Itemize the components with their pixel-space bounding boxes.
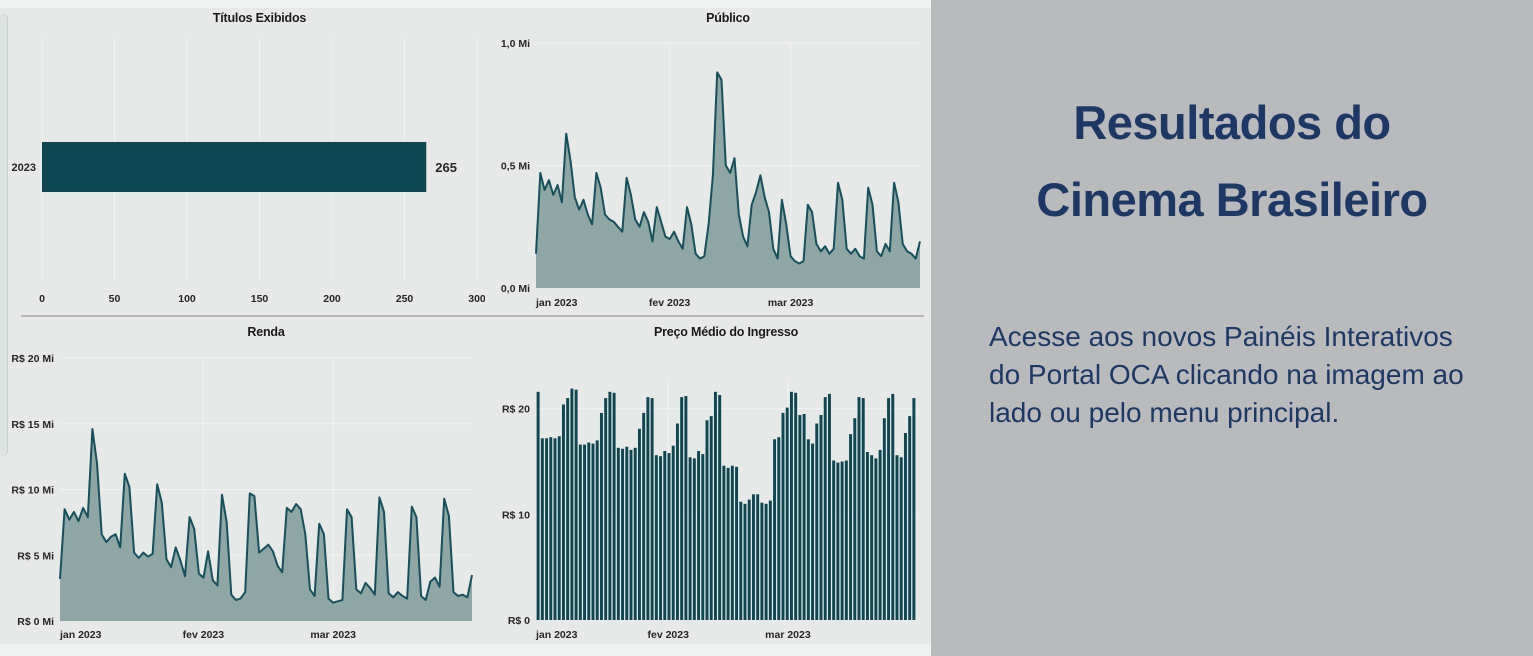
svg-text:R$ 10 Mi: R$ 10 Mi [11, 485, 54, 497]
chart-title-publico: Público [706, 11, 750, 25]
panel-body-text: Acesse aos novos Painéis Interativos do … [931, 238, 1533, 432]
chart-title-titulos: Títulos Exibidos [212, 11, 307, 25]
left-card-edge [0, 14, 8, 456]
dashboard-top-strip [0, 0, 931, 8]
svg-text:R$ 5 Mi: R$ 5 Mi [17, 550, 54, 562]
titulos-exibidos-bar-chart: 265 2023 0 50 100 150 200 250 300 [12, 38, 485, 305]
svg-text:fev 2023: fev 2023 [648, 629, 690, 641]
svg-text:100: 100 [178, 293, 196, 305]
svg-text:R$ 20: R$ 20 [502, 404, 530, 416]
svg-text:R$ 0 Mi: R$ 0 Mi [17, 616, 54, 628]
dashboard-bottom-strip [0, 644, 931, 656]
panel-title-line2: Cinema Brasileiro [1036, 173, 1428, 226]
svg-text:1,0 Mi: 1,0 Mi [501, 38, 530, 50]
panel-body-line3: lado ou pelo menu principal. [989, 397, 1340, 428]
preco-medio-bar-chart: R$ 0 R$ 10 R$ 20 jan 2023 fev 2023 mar 2023 [502, 377, 916, 641]
renda-area-chart: R$ 0 Mi R$ 5 Mi R$ 10 Mi R$ 15 Mi R$ 20 Mi ja… [11, 353, 473, 641]
svg-text:R$ 20 Mi: R$ 20 Mi [11, 353, 54, 365]
svg-text:fev 2023: fev 2023 [183, 629, 225, 641]
svg-text:mar 2023: mar 2023 [768, 297, 814, 309]
side-panel: Resultados do Cinema Brasileiro Acesse a… [931, 0, 1533, 656]
svg-text:R$ 0: R$ 0 [508, 615, 530, 627]
svg-text:fev 2023: fev 2023 [649, 297, 691, 309]
dashboard-image-link[interactable]: Títulos Exibidos 265 2023 0 50 100 150 200 250 3… [0, 0, 931, 656]
svg-text:R$ 15 Mi: R$ 15 Mi [11, 419, 54, 431]
svg-text:mar 2023: mar 2023 [310, 629, 356, 641]
panel-title: Resultados do Cinema Brasileiro [931, 0, 1533, 238]
svg-text:265: 265 [435, 160, 457, 175]
chart-publico: Público 0,0 Mi 0,5 Mi 1,0 Mi jan 2023 fev 20… [485, 8, 931, 315]
chart-title-renda: Renda [247, 325, 285, 339]
svg-text:jan 2023: jan 2023 [535, 297, 578, 309]
svg-text:0,5 Mi: 0,5 Mi [501, 161, 530, 173]
chart-preco-medio: Preço Médio do Ingresso R$ 0 R$ 10 R$ 20 ja… [485, 322, 931, 656]
svg-text:jan 2023: jan 2023 [535, 629, 578, 641]
panel-body-line2: do Portal OCA clicando na imagem ao [989, 359, 1464, 390]
chart-titulos-exibidos: Títulos Exibidos 265 2023 0 50 100 150 200 250 3… [0, 8, 485, 315]
svg-text:jan 2023: jan 2023 [59, 629, 102, 641]
publico-area-chart: 0,0 Mi 0,5 Mi 1,0 Mi jan 2023 fev 2023 mar 20… [501, 38, 921, 309]
svg-text:2023: 2023 [12, 162, 36, 174]
svg-text:250: 250 [396, 293, 414, 305]
svg-text:200: 200 [323, 293, 341, 305]
chart-renda: Renda R$ 0 Mi R$ 5 Mi R$ 10 Mi R$ 15 Mi R$ 2… [0, 322, 485, 656]
chart-title-preco: Preço Médio do Ingresso [653, 325, 799, 339]
svg-text:50: 50 [109, 293, 121, 305]
panel-body-line1: Acesse aos novos Painéis Interativos [989, 321, 1453, 352]
svg-text:0,0 Mi: 0,0 Mi [501, 283, 530, 295]
svg-text:150: 150 [251, 293, 269, 305]
svg-text:0: 0 [39, 293, 45, 305]
svg-text:R$ 10: R$ 10 [502, 509, 530, 521]
panel-title-line1: Resultados do [1073, 96, 1391, 149]
svg-text:mar 2023: mar 2023 [765, 629, 811, 641]
quadrant-divider [21, 315, 924, 317]
svg-text:300: 300 [468, 293, 485, 305]
